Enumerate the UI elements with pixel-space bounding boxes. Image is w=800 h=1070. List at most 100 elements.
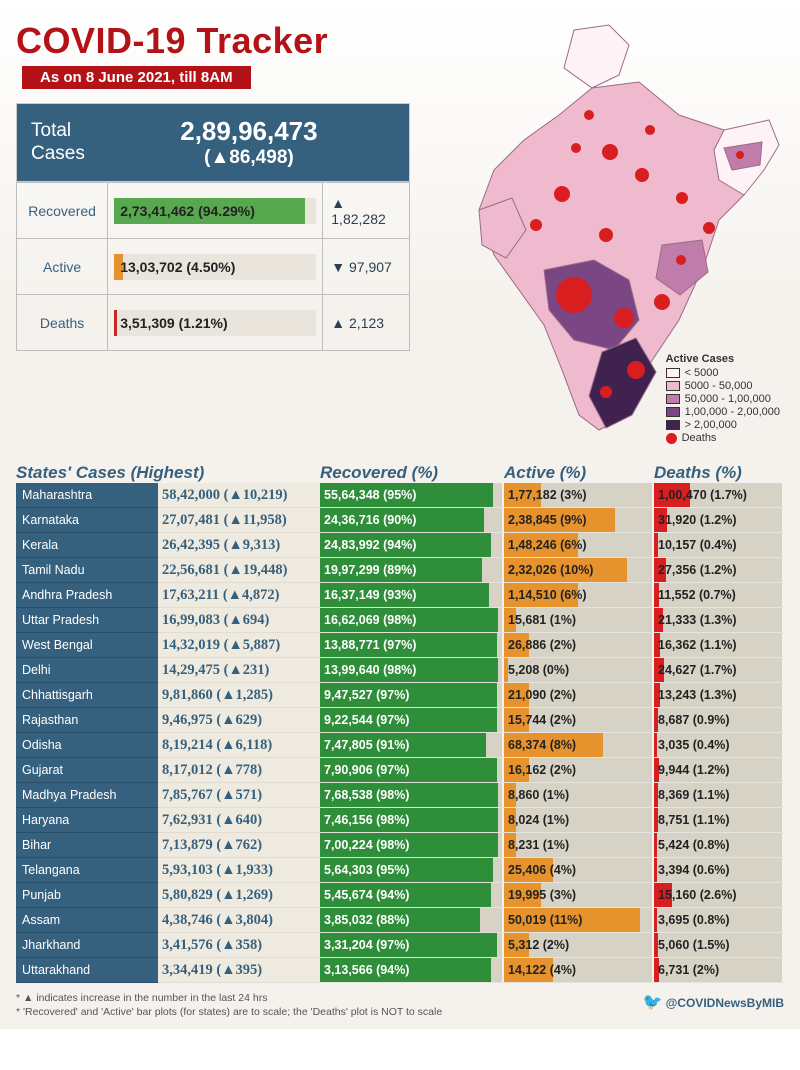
state-active: 26,886 (2%) [504,633,654,658]
state-recovered: 3,31,204 (97%) [320,933,504,958]
state-cases: 27,07,481 (▲11,958) [158,508,320,533]
legend-label: 5000 - 50,000 [685,380,753,392]
hdr-deaths: Deaths (%) [654,463,784,483]
state-name: Rajasthan [16,708,158,733]
state-cases: 16,99,083 (▲694) [158,608,320,633]
state-deaths: 31,920 (1.2%) [654,508,784,533]
state-row: Uttar Pradesh 16,99,083 (▲694) 16,62,069… [16,608,784,633]
state-recovered: 16,37,149 (93%) [320,583,504,608]
state-active: 1,14,510 (6%) [504,583,654,608]
state-row: Gujarat 8,17,012 (▲778) 7,90,906 (97%) 1… [16,758,784,783]
state-deaths: 3,394 (0.6%) [654,858,784,883]
state-row: Kerala 26,42,395 (▲9,313) 24,83,992 (94%… [16,533,784,558]
legend-swatch-icon [666,394,680,404]
state-row: Odisha 8,19,214 (▲6,118) 7,47,805 (91%) … [16,733,784,758]
state-deaths: 11,552 (0.7%) [654,583,784,608]
state-deaths: 8,687 (0.9%) [654,708,784,733]
state-deaths: 8,369 (1.1%) [654,783,784,808]
state-name: Maharashtra [16,483,158,508]
state-deaths: 13,243 (1.3%) [654,683,784,708]
state-cases: 3,34,419 (▲395) [158,958,320,983]
state-cases: 9,81,860 (▲1,285) [158,683,320,708]
state-cases: 17,63,211 (▲4,872) [158,583,320,608]
handle-text: @COVIDNewsByMIB [666,996,784,1010]
state-deaths: 3,035 (0.4%) [654,733,784,758]
state-active: 15,681 (1%) [504,608,654,633]
state-name: Punjab [16,883,158,908]
state-name: Uttar Pradesh [16,608,158,633]
total-value: 2,89,96,473 [103,116,395,147]
state-name: Telangana [16,858,158,883]
state-recovered: 3,13,566 (94%) [320,958,504,983]
state-row: Andhra Pradesh 17,63,211 (▲4,872) 16,37,… [16,583,784,608]
footer: * ▲ indicates increase in the number in … [16,985,784,1019]
state-cases: 7,13,879 (▲762) [158,833,320,858]
state-cases: 8,17,012 (▲778) [158,758,320,783]
state-deaths: 27,356 (1.2%) [654,558,784,583]
states-header: States' Cases (Highest) Recovered (%) Ac… [16,463,784,483]
total-numbers: 2,89,96,473 (▲86,498) [103,116,395,169]
state-recovered: 9,22,544 (97%) [320,708,504,733]
summary-delta: ▲ 1,82,282 [323,183,410,239]
state-recovered: 24,83,992 (94%) [320,533,504,558]
state-active: 50,019 (11%) [504,908,654,933]
state-active: 16,162 (2%) [504,758,654,783]
state-recovered: 5,45,674 (94%) [320,883,504,908]
legend-label: 50,000 - 1,00,000 [685,393,771,405]
state-cases: 8,19,214 (▲6,118) [158,733,320,758]
state-row: Karnataka 27,07,481 (▲11,958) 24,36,716 … [16,508,784,533]
legend-label: < 5000 [685,367,719,379]
state-recovered: 13,88,771 (97%) [320,633,504,658]
state-cases: 5,80,829 (▲1,269) [158,883,320,908]
state-active: 5,312 (2%) [504,933,654,958]
deaths-dot-icon [666,433,677,444]
state-deaths: 10,157 (0.4%) [654,533,784,558]
state-cases: 26,42,395 (▲9,313) [158,533,320,558]
summary-label: Recovered [17,183,108,239]
summary-bar: 3,51,309 (1.21%) [108,295,323,351]
twitter-handle: 🐦@COVIDNewsByMIB [643,992,784,1012]
state-deaths: 24,627 (1.7%) [654,658,784,683]
state-deaths: 15,160 (2.6%) [654,883,784,908]
summary-bar: 13,03,702 (4.50%) [108,239,323,295]
summary-table: Recovered 2,73,41,462 (94.29%) ▲ 1,82,28… [16,182,410,351]
twitter-icon: 🐦 [643,994,663,1011]
state-name: Assam [16,908,158,933]
covid-tracker-page: COVID-19 Tracker As on 8 June 2021, till… [0,0,800,1029]
state-active: 8,231 (1%) [504,833,654,858]
state-recovered: 7,68,538 (98%) [320,783,504,808]
state-recovered: 19,97,299 (89%) [320,558,504,583]
date-band: As on 8 June 2021, till 8AM [22,66,251,89]
state-name: Jharkhand [16,933,158,958]
state-name: Tamil Nadu [16,558,158,583]
state-deaths: 5,424 (0.8%) [654,833,784,858]
legend-swatch-icon [666,368,680,378]
state-name: Uttarakhand [16,958,158,983]
state-active: 19,995 (3%) [504,883,654,908]
state-recovered: 7,00,224 (98%) [320,833,504,858]
summary-bar: 2,73,41,462 (94.29%) [108,183,323,239]
state-recovered: 7,90,906 (97%) [320,758,504,783]
state-active: 25,406 (4%) [504,858,654,883]
total-delta: (▲86,498) [103,147,395,169]
state-row: Madhya Pradesh 7,85,767 (▲571) 7,68,538 … [16,783,784,808]
hdr-state: States' Cases (Highest) [16,463,320,483]
state-row: West Bengal 14,32,019 (▲5,887) 13,88,771… [16,633,784,658]
state-recovered: 5,64,303 (95%) [320,858,504,883]
legend-swatch-icon [666,420,680,430]
map-legend: Active Cases < 50005000 - 50,00050,000 -… [666,353,780,445]
legend-row: 50,000 - 1,00,000 [666,393,780,405]
legend-label: > 2,00,000 [685,419,737,431]
state-row: Assam 4,38,746 (▲3,804) 3,85,032 (88%) 5… [16,908,784,933]
summary-delta: ▼ 97,907 [323,239,410,295]
footnotes: * ▲ indicates increase in the number in … [16,991,442,1019]
state-cases: 14,29,475 (▲231) [158,658,320,683]
state-recovered: 3,85,032 (88%) [320,908,504,933]
state-recovered: 24,36,716 (90%) [320,508,504,533]
state-active: 68,374 (8%) [504,733,654,758]
state-name: West Bengal [16,633,158,658]
state-deaths: 16,362 (1.1%) [654,633,784,658]
total-cases-box: Total Cases 2,89,96,473 (▲86,498) [16,103,410,182]
state-deaths: 6,731 (2%) [654,958,784,983]
hdr-recovered: Recovered (%) [320,463,504,483]
